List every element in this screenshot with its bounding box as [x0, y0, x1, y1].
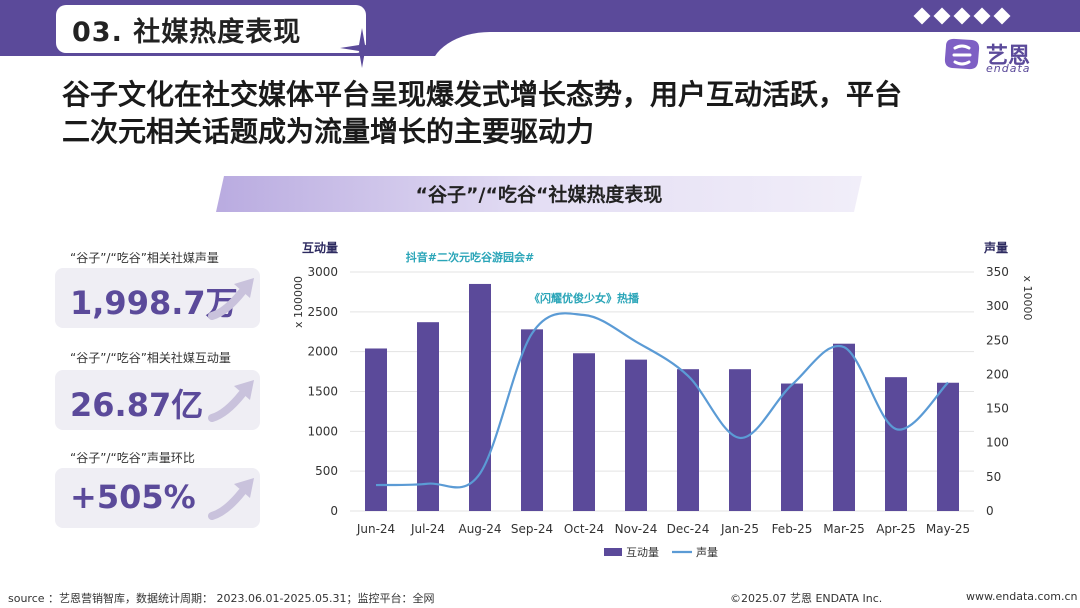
annotation: 《闪耀优俊少女》热播: [529, 291, 640, 305]
x-tick-label: Aug-24: [458, 522, 501, 536]
bar: [677, 369, 699, 511]
diamond-icon: [973, 7, 991, 25]
y-left-axis-title: 互动量: [302, 241, 338, 255]
footer-copyright: ©2025.07 艺恩 ENDATA Inc.: [730, 592, 883, 605]
x-tick-label: Oct-24: [564, 522, 604, 536]
diamond-icon: [953, 7, 971, 25]
diamond-icon: [913, 7, 931, 25]
footer-source: source ：艺恩营销智库，数据统计周期： 2023.06.01-2025.0…: [8, 592, 435, 605]
x-tick-label: Apr-25: [876, 522, 916, 536]
x-tick-label: May-25: [926, 522, 970, 536]
bar: [833, 343, 855, 511]
section-title: 03. 社媒热度表现: [72, 17, 302, 48]
bar: [729, 369, 751, 511]
y-right-tick-label: 350: [986, 265, 1009, 279]
logo-text-cn: 艺恩: [986, 44, 1031, 69]
x-tick-label: Jul-24: [410, 522, 445, 536]
trend-up-arrow-icon: [208, 380, 254, 422]
kpi-label: “谷子”/“吃谷”相关社媒互动量: [70, 351, 231, 365]
y-right-tick-label: 100: [986, 436, 1009, 450]
x-tick-label: Jun-24: [356, 522, 395, 536]
bar: [573, 353, 595, 511]
kpi-card: [55, 370, 260, 430]
legend-label: 声量: [696, 545, 718, 559]
diamond-icon: [993, 7, 1011, 25]
logo-text-en: endata: [986, 62, 1031, 75]
kpi-card: [55, 268, 260, 328]
y-right-axis-title: 声量: [983, 240, 1008, 255]
y-right-unit: x 10000: [1021, 276, 1034, 321]
logo-mark-icon: [944, 38, 980, 70]
x-tick-label: Sep-24: [511, 522, 553, 536]
headline-line-2: 二次元相关话题成为流量增长的主要驱动力: [62, 115, 595, 148]
y-left-tick-label: 2500: [307, 305, 338, 319]
bar: [417, 322, 439, 511]
y-left-unit: x 100000: [292, 276, 305, 328]
y-right-tick-label: 200: [986, 367, 1009, 381]
diamond-decoration: [913, 7, 1011, 25]
bar: [625, 359, 647, 511]
y-right-tick-label: 150: [986, 402, 1009, 416]
sparkle-icon: [340, 28, 384, 68]
y-right-tick-label: 50: [986, 470, 1001, 484]
bar: [937, 382, 959, 511]
x-tick-label: Jan-25: [720, 522, 759, 536]
bar: [781, 383, 803, 511]
kpi-card: [55, 468, 260, 528]
endata-logo: 艺恩 endata: [942, 36, 1052, 76]
y-left-tick-label: 1500: [307, 385, 338, 399]
annotation: 抖音#二次元吃谷游园会#: [406, 250, 534, 264]
diamond-icon: [933, 7, 951, 25]
x-tick-label: Mar-25: [823, 522, 864, 536]
bar: [469, 283, 491, 511]
kpi-label: “谷子”/“吃谷”声量环比: [70, 451, 195, 465]
headline: 谷子文化在社交媒体平台呈现爆发式增长态势，用户互动活跃，平台 二次元相关话题成为…: [62, 76, 1042, 150]
x-tick-label: Dec-24: [667, 522, 710, 536]
kpi-value: 26.87亿: [70, 386, 204, 424]
legend-label: 互动量: [626, 546, 659, 559]
y-left-tick-label: 2000: [307, 345, 338, 359]
chart-banner: [216, 176, 862, 212]
y-left-tick-label: 1000: [307, 424, 338, 438]
kpi-value: +505%: [70, 478, 196, 516]
chart-banner-title: “谷子”/“吃谷“社媒热度表现: [415, 184, 663, 206]
kpi-label: “谷子”/“吃谷”相关社媒声量: [70, 251, 219, 265]
bar: [885, 377, 907, 511]
series-line-声量: [375, 312, 949, 489]
y-left-tick-label: 3000: [307, 265, 338, 279]
headline-line-1: 谷子文化在社交媒体平台呈现爆发式增长态势，用户互动活跃，平台: [62, 78, 903, 111]
trend-up-arrow-icon: [208, 478, 254, 520]
x-tick-label: Feb-25: [772, 522, 813, 536]
combo-chart: 0 500 1000 1500 2000 2500 3000 0 50 100 150 200 250 3…: [292, 240, 1034, 559]
trend-up-arrow-icon: [208, 278, 254, 320]
section-pill: [56, 5, 366, 53]
bar: [365, 348, 387, 511]
y-left-tick-label: 0: [330, 504, 338, 518]
footer-website: www.endata.com.cn: [966, 590, 1078, 603]
y-left-tick-label: 500: [315, 464, 338, 478]
y-right-tick-label: 0: [986, 504, 994, 518]
legend-swatch-bar: [604, 548, 622, 556]
y-right-tick-label: 250: [986, 333, 1009, 347]
x-tick-label: Nov-24: [615, 522, 658, 536]
y-right-tick-label: 300: [986, 299, 1009, 313]
bar: [521, 329, 543, 511]
